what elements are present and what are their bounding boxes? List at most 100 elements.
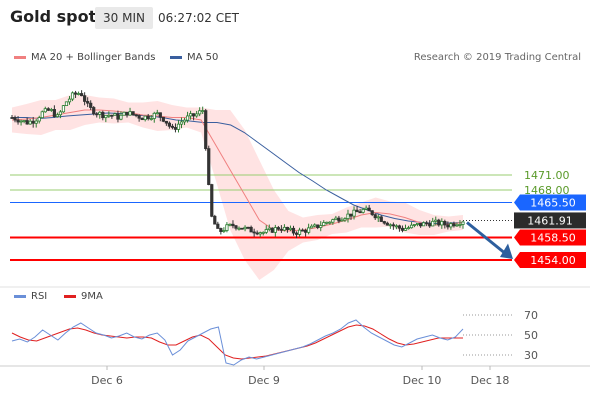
candle — [328, 221, 332, 225]
candle — [373, 213, 377, 220]
candle — [325, 221, 329, 225]
candle — [176, 120, 181, 133]
candle-body — [415, 222, 420, 225]
candle — [10, 114, 14, 119]
candle-body — [234, 225, 238, 229]
candle — [134, 114, 138, 118]
candle — [446, 221, 450, 230]
legend-ma9-label: 9MA — [81, 291, 103, 302]
candle — [440, 218, 444, 229]
candle — [337, 215, 341, 224]
x-tick-label: Dec 6 — [91, 374, 123, 387]
candle-body — [52, 109, 56, 117]
legend-ma-bollinger-label: MA 20 + Bollinger Bands — [31, 52, 156, 63]
candle-body — [167, 122, 171, 127]
candle — [364, 205, 368, 211]
candle — [192, 113, 196, 121]
candle-body — [434, 219, 438, 222]
candle — [461, 220, 465, 229]
candle-body — [16, 119, 20, 123]
candle — [46, 107, 50, 112]
candle — [188, 110, 193, 120]
legend-rsi: RSI — [14, 291, 47, 302]
rsi-tick-label: 50 — [524, 329, 538, 342]
candle-body — [137, 115, 141, 119]
candle — [25, 117, 29, 125]
candle — [297, 227, 302, 237]
candle-body — [264, 229, 268, 233]
level-support-4: 1458.50 — [10, 229, 586, 246]
candle — [331, 218, 335, 225]
candle — [146, 113, 150, 121]
candle — [107, 111, 111, 118]
candle — [367, 204, 371, 212]
candle — [382, 220, 386, 225]
candle — [388, 223, 392, 229]
candle-body — [19, 120, 23, 123]
candle-body — [80, 93, 84, 97]
candle-body — [31, 120, 35, 124]
candle-body — [343, 218, 347, 221]
candle-body — [92, 107, 96, 115]
candle-body — [422, 222, 426, 227]
candle — [340, 217, 344, 222]
candle-body — [461, 221, 465, 225]
candle-body — [443, 221, 447, 226]
rsi-tick-label: 30 — [524, 349, 538, 362]
candle-body — [122, 111, 126, 116]
candle — [101, 110, 105, 121]
candle — [458, 220, 462, 228]
candle-body — [89, 102, 93, 108]
interval-selector[interactable]: 30 MIN — [95, 7, 153, 29]
candle — [434, 216, 438, 226]
candle — [143, 115, 147, 122]
instrument-title: Gold spot — [10, 7, 97, 26]
candle — [70, 91, 75, 102]
candle-body — [161, 116, 165, 122]
legend-ma9: 9MA — [64, 291, 103, 302]
arrow-head — [500, 243, 513, 259]
rsi-panel: 70 50 30 — [11, 309, 538, 366]
candle — [313, 223, 317, 228]
candle-body — [158, 112, 162, 118]
candle — [170, 123, 175, 130]
candle-body — [249, 226, 253, 233]
candle — [355, 206, 359, 213]
last-price-label: 1461.91 — [527, 214, 573, 227]
candle — [31, 116, 35, 128]
candle — [58, 110, 63, 119]
candle — [179, 117, 184, 129]
candle-body — [222, 230, 226, 232]
candle-body — [328, 221, 332, 224]
candle-body — [307, 227, 311, 233]
candle-body — [349, 213, 353, 217]
candle-body — [391, 224, 395, 227]
candle — [455, 222, 459, 227]
candle-body — [316, 224, 320, 228]
bollinger-band — [12, 95, 463, 280]
candle-body — [322, 222, 326, 226]
candle-body — [22, 120, 26, 122]
candle — [28, 119, 32, 125]
candle-body — [146, 115, 150, 120]
candle-body — [412, 224, 417, 226]
candle — [231, 220, 235, 229]
candle — [113, 112, 117, 116]
candle-body — [201, 110, 205, 113]
candle — [158, 112, 162, 122]
candle-body — [13, 117, 17, 121]
candle — [73, 90, 78, 99]
level-resistance-1: 1468.00 — [10, 184, 570, 197]
candle-body — [273, 227, 277, 233]
credit-text: Research © 2019 Trading Central — [413, 52, 581, 63]
candle-body — [358, 211, 362, 214]
ma50-swatch — [170, 55, 182, 59]
candle-body — [452, 223, 456, 227]
level-tag — [514, 252, 586, 268]
candle-body — [195, 113, 199, 117]
candle-body — [364, 207, 368, 210]
candle — [198, 107, 202, 117]
candle-body — [95, 113, 99, 116]
candle — [234, 224, 238, 231]
candle — [195, 110, 199, 118]
